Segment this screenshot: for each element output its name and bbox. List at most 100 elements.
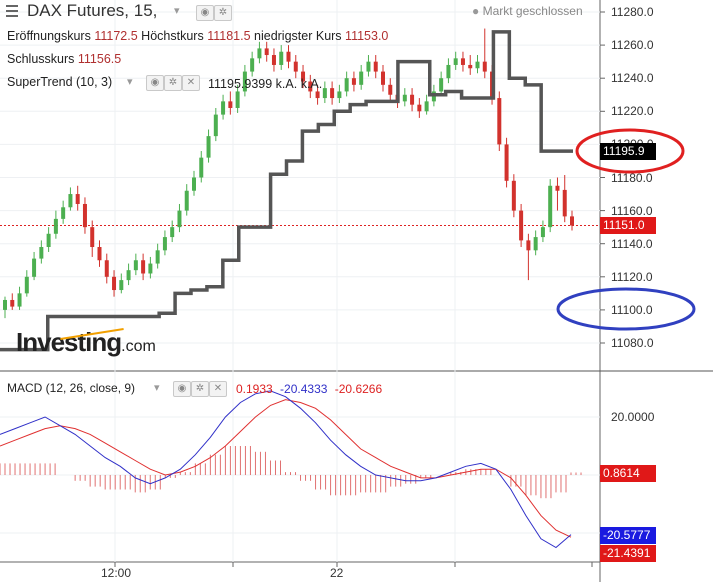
macd-line-value: -20.4333 — [280, 382, 328, 396]
candle-body — [53, 218, 58, 234]
candle-body — [286, 51, 291, 62]
macd-line-tag: -20.5777 — [600, 526, 656, 544]
gear-icon[interactable]: ✲ — [191, 381, 209, 397]
candle-body — [533, 237, 538, 251]
candle-body — [388, 84, 393, 95]
candle-body — [199, 157, 204, 178]
macd-histogram — [0, 446, 582, 499]
supertrend-extra-1: k.A. — [275, 77, 298, 91]
candle-body — [446, 64, 451, 79]
price-axis-tick: 11080.0 — [611, 336, 654, 350]
open-value: 11172.5 — [94, 29, 138, 43]
supertrend-legend: SuperTrend (10, 3) — [7, 75, 112, 89]
candle-body — [242, 71, 247, 92]
time-label-1200: 12:00 — [101, 566, 132, 580]
candle-body — [206, 136, 211, 158]
candle-body — [410, 94, 415, 105]
candle-body — [3, 299, 7, 310]
candle-body — [68, 194, 73, 208]
candle-body — [155, 250, 160, 264]
candle-body — [453, 58, 458, 65]
price-axis-tick: 11260.0 — [611, 38, 654, 53]
supertrend-price-tag: 11195.9 — [600, 143, 656, 161]
candle-body — [250, 58, 255, 72]
gear-icon[interactable]: ✲ — [214, 5, 232, 21]
low-label: niedrigster Kurs — [254, 29, 342, 43]
price-axis-tick: 11120.0 — [611, 269, 653, 284]
high-value: 11181.5 — [207, 29, 251, 43]
candle-body — [344, 78, 349, 92]
candle-body — [46, 233, 51, 248]
close-icon[interactable]: ✕ — [209, 381, 227, 397]
candle-body — [417, 104, 422, 112]
candle-body — [90, 227, 95, 248]
candle-body — [162, 237, 167, 251]
close-icon[interactable]: ✕ — [182, 75, 200, 91]
market-status: ● Markt geschlossen — [472, 4, 583, 18]
macd-values: 0.1933 -20.4333 -20.6266 — [236, 382, 382, 396]
blue-annotation-ellipse — [556, 287, 696, 331]
price-axis-tick: 11140.0 — [611, 236, 653, 251]
candle-body — [221, 101, 226, 115]
candle-body — [148, 263, 153, 274]
macd-signal-value: -20.6266 — [334, 382, 383, 396]
candle-body — [39, 247, 44, 259]
high-label: Höchstkurs — [141, 29, 204, 43]
macd-hist-tag: 0.8614 — [600, 464, 656, 482]
candle-body — [264, 48, 269, 56]
investing-logo: Investing.com — [16, 327, 156, 358]
open-label: Eröffnungskurs — [7, 29, 91, 43]
candle-body — [97, 247, 102, 261]
candle-body — [511, 180, 516, 211]
supertrend-values: 11195.9399 k.A. k.A. — [208, 77, 322, 91]
candle-body — [271, 55, 276, 65]
candle-body — [402, 94, 407, 102]
candle-body — [177, 210, 182, 228]
candle-body — [32, 258, 37, 277]
candle-body — [322, 88, 327, 99]
eye-icon[interactable]: ◉ — [196, 5, 214, 21]
candle-body — [424, 101, 429, 112]
candle-body — [82, 203, 87, 228]
chevron-down-icon[interactable]: ▾ — [154, 382, 160, 394]
candle-body — [439, 78, 444, 92]
candle-body — [112, 276, 117, 291]
price-grid — [0, 0, 605, 562]
candle-body — [540, 227, 545, 238]
candle-body — [555, 185, 560, 191]
candle-body — [351, 78, 356, 85]
price-axis-tick: 11160.0 — [611, 203, 653, 218]
menu-icon[interactable] — [6, 5, 18, 17]
close-label: Schlusskurs — [7, 52, 75, 66]
candle-body — [366, 61, 371, 72]
gear-icon[interactable]: ✲ — [164, 75, 182, 91]
candle-body — [104, 260, 109, 277]
candle-body — [75, 194, 80, 204]
candle-body — [192, 177, 196, 191]
price-axis-tick: 11220.0 — [611, 104, 654, 119]
status-dot-icon: ● — [472, 4, 480, 18]
candle-body — [17, 293, 22, 307]
candle-body — [562, 189, 567, 217]
candle-body — [468, 64, 473, 69]
candle-body — [141, 260, 146, 274]
candle-body — [279, 51, 284, 65]
low-value: 11153.0 — [345, 29, 389, 43]
eye-icon[interactable]: ◉ — [146, 75, 164, 91]
candle-body — [133, 260, 138, 271]
ohlc-row: Eröffnungskurs 11172.5 Höchstkurs 11181.… — [7, 29, 388, 43]
chevron-down-icon[interactable]: ▾ — [174, 5, 180, 17]
supertrend-extra-2: k.A. — [300, 77, 323, 91]
candle-body — [475, 61, 480, 69]
last-price-tag: 11151.0 — [600, 217, 656, 235]
candle-body — [570, 216, 574, 226]
logo-suffix: .com — [121, 338, 156, 355]
candle-body — [381, 71, 385, 85]
supertrend-label: SuperTrend (10, 3) — [7, 75, 113, 89]
candle-body — [61, 207, 66, 219]
chevron-down-icon[interactable]: ▾ — [127, 76, 133, 88]
candle-body — [504, 144, 509, 181]
eye-icon[interactable]: ◉ — [173, 381, 191, 397]
chart-title: DAX Futures, 15, — [27, 1, 158, 20]
